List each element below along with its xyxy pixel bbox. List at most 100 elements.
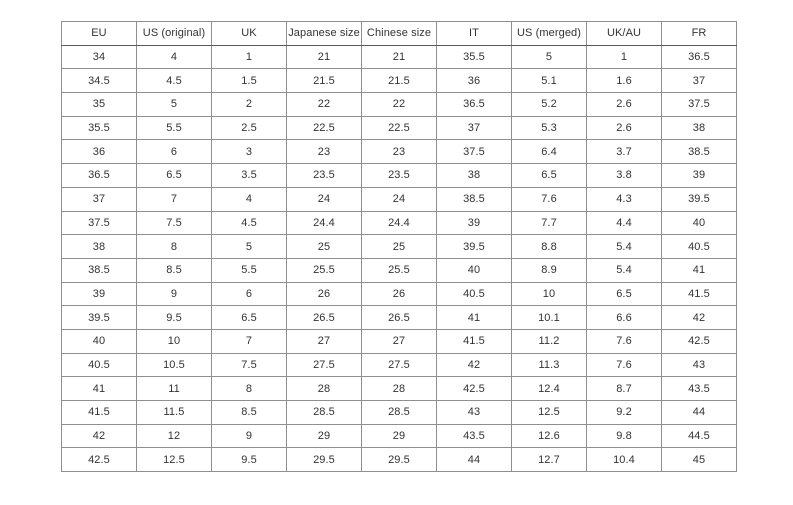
table-cell: 7 [211,328,287,354]
table-cell: 43.5 [436,423,512,449]
header-row: EU US (original) UK Japanese size Chinese si… [61,21,737,46]
size-conversion-table: EU US (original) UK Japanese size Chinese si… [61,21,737,473]
table-row: 35.5 5.5 2.5 22.5 22.5 37 5.3 2.6 38 [61,115,737,141]
table-row: 38 8 5 25 25 39.5 8.8 5.4 40.5 [61,234,737,259]
table-cell: 8.7 [586,376,662,401]
table-cell: 26.5 [361,305,437,330]
table-row: 42 12 9 29 29 43.5 12.6 9.8 44.5 [61,423,737,449]
table-cell: 12 [136,423,212,449]
table-cell: 39.5 [661,186,737,212]
table-cell: 25 [361,234,437,259]
table-cell: 11.2 [511,328,587,354]
table-cell: 21 [286,44,362,70]
table-cell: 10.5 [136,352,212,378]
table-cell: 9.5 [136,305,212,330]
table-cell: 6.5 [136,163,212,188]
table-cell: 9 [136,281,212,307]
table-cell: 21.5 [361,68,437,94]
table-cell: 11.3 [511,352,587,378]
table-cell: 41 [436,305,512,330]
table-cell: 38 [436,163,512,188]
table-cell: 3.7 [586,139,662,165]
table-cell: 6.6 [586,305,662,330]
table-cell: 39 [436,210,512,236]
table-cell: 41 [661,257,737,283]
table-cell: 40.5 [436,281,512,307]
table-cell: 41 [61,376,137,401]
table-cell: 1 [211,44,287,70]
table-row: 40 10 7 27 27 41.5 11.2 7.6 42.5 [61,328,737,354]
table-cell: 42.5 [61,447,137,473]
column-header: US (original) [136,21,212,46]
table-row: 36 6 3 23 23 37.5 6.4 3.7 38.5 [61,139,737,165]
table-cell: 26 [361,281,437,307]
table-row: 34 4 1 21 21 35.5 5 1 36.5 [61,44,737,70]
table-cell: 4.4 [586,210,662,236]
table-cell: 6 [136,139,212,165]
table-cell: 28 [361,376,437,401]
table-cell: 26 [286,281,362,307]
table-cell: 24 [286,186,362,212]
table-cell: 38 [61,234,137,259]
table-cell: 5 [136,92,212,117]
table-cell: 39.5 [436,234,512,259]
table-cell: 22.5 [361,115,437,141]
table-cell: 5.5 [211,257,287,283]
table-cell: 7.6 [586,352,662,378]
table-row: 41 11 8 28 28 42.5 12.4 8.7 43.5 [61,376,737,401]
table-cell: 24 [361,186,437,212]
table-cell: 5 [211,234,287,259]
table-row: 37 7 4 24 24 38.5 7.6 4.3 39.5 [61,186,737,212]
table-cell: 36.5 [61,163,137,188]
table-cell: 45 [661,447,737,473]
table-cell: 36.5 [661,44,737,70]
table-cell: 11.5 [136,400,212,425]
table-cell: 23.5 [286,163,362,188]
table-cell: 1 [586,44,662,70]
table-cell: 40.5 [661,234,737,259]
table-cell: 7.7 [511,210,587,236]
table-row: 37.5 7.5 4.5 24.4 24.4 39 7.7 4.4 40 [61,210,737,236]
table-cell: 39 [661,163,737,188]
table-cell: 10.1 [511,305,587,330]
column-header: FR [661,21,737,46]
table-cell: 43 [436,400,512,425]
table-cell: 39.5 [61,305,137,330]
table-cell: 3.8 [586,163,662,188]
table-cell: 8.5 [136,257,212,283]
table-row: 35 5 2 22 22 36.5 5.2 2.6 37.5 [61,92,737,117]
table-cell: 44 [661,400,737,425]
table-cell: 5.5 [136,115,212,141]
table-cell: 21 [361,44,437,70]
table-cell: 38.5 [61,257,137,283]
table-row: 41.5 11.5 8.5 28.5 28.5 43 12.5 9.2 44 [61,400,737,425]
column-header: UK [211,21,287,46]
column-header: Chinese size [361,21,437,46]
table-row: 34.5 4.5 1.5 21.5 21.5 36 5.1 1.6 37 [61,68,737,94]
column-header: Japanese size [286,21,362,46]
table-cell: 27.5 [286,352,362,378]
table-cell: 1.5 [211,68,287,94]
table-cell: 38.5 [661,139,737,165]
table-cell: 28 [286,376,362,401]
table-cell: 29.5 [361,447,437,473]
table-cell: 40 [661,210,737,236]
table-cell: 5 [511,44,587,70]
table-cell: 25.5 [361,257,437,283]
table-row: 38.5 8.5 5.5 25.5 25.5 40 8.9 5.4 41 [61,257,737,283]
table-cell: 25 [286,234,362,259]
table-row: 36.5 6.5 3.5 23.5 23.5 38 6.5 3.8 39 [61,163,737,188]
table-cell: 27 [361,328,437,354]
table-cell: 23.5 [361,163,437,188]
table-cell: 4 [211,186,287,212]
table-cell: 41.5 [61,400,137,425]
table-cell: 39 [61,281,137,307]
table-cell: 41.5 [661,281,737,307]
table-cell: 7.6 [511,186,587,212]
table-cell: 6 [211,281,287,307]
table-cell: 9 [211,423,287,449]
table-cell: 8 [136,234,212,259]
table-cell: 42 [61,423,137,449]
column-header: IT [436,21,512,46]
